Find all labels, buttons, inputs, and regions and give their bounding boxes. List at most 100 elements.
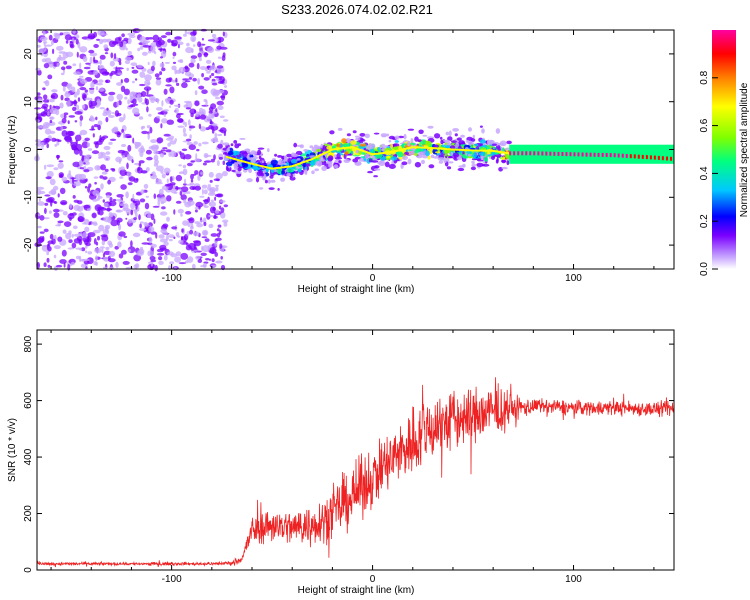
spectrogram-cell: [633, 154, 636, 159]
spectrogram-cell: [201, 89, 208, 94]
spectrogram-cell: [187, 119, 191, 126]
spectrogram-cell: [93, 44, 99, 48]
spectrogram-cell: [670, 156, 672, 161]
spectrogram-cell: [161, 173, 166, 179]
spectrogram-cell: [268, 187, 275, 191]
spectrogram-cell: [333, 164, 339, 169]
spectrogram-cell: [134, 112, 140, 115]
spectrogram-cell: [73, 238, 81, 244]
spectrogram-cell: [162, 231, 169, 235]
spectrogram-cell: [212, 207, 216, 211]
spectrogram-cell: [200, 171, 204, 175]
spectrogram-cell: [216, 45, 222, 50]
spectrogram-cell: [162, 147, 168, 150]
spectrogram-cell: [90, 100, 98, 107]
spectrogram-cell: [183, 133, 188, 137]
spectrogram-cell: [276, 168, 283, 175]
spectrogram-cell: [363, 148, 367, 151]
spectrogram-cell: [165, 234, 169, 241]
spectrogram-cell: [184, 80, 191, 83]
spectrogram-cell: [247, 168, 252, 171]
spectrogram-cell: [106, 107, 109, 111]
spectrogram-cell: [79, 115, 84, 121]
spectrogram-cell: [80, 263, 87, 268]
spectrogram-cell: [198, 123, 202, 130]
spectrogram-cell: [194, 100, 200, 107]
spectrogram-cell: [188, 77, 193, 80]
spectrogram-cell: [211, 37, 219, 44]
spectrogram-cell: [135, 203, 138, 210]
spectrogram-cell: [476, 162, 484, 167]
spectrogram-cell: [185, 47, 193, 54]
spectrogram-cell: [201, 184, 208, 189]
spectrogram-cell: [73, 181, 81, 187]
spectrogram-cell: [160, 123, 163, 129]
spectrogram-cell: [67, 247, 75, 250]
spectrogram-cell: [448, 161, 454, 164]
spectrogram-cell: [112, 57, 120, 62]
spectrogram-cell: [83, 166, 87, 169]
spectrogram-cell: [63, 114, 67, 119]
spectrogram-cell: [123, 88, 130, 96]
spectrogram-cell: [169, 105, 172, 108]
spectrogram-cell: [63, 262, 66, 268]
spectrogram-cell: [130, 209, 134, 216]
spectrogram-cell: [190, 160, 196, 163]
spectrogram-cell: [297, 168, 302, 173]
spectrogram-cell: [190, 179, 194, 183]
spectrogram-cell: [88, 183, 92, 188]
spectrogram-cell: [601, 152, 604, 157]
spectrogram-cell: [120, 166, 125, 171]
spectrogram-cell: [388, 164, 396, 169]
spectrogram-cell: [99, 54, 106, 60]
spectrogram-cell: [42, 87, 46, 91]
snr-plot-area: [37, 330, 674, 570]
spectrogram-cell: [181, 148, 188, 152]
spectrogram-cell: [115, 156, 123, 163]
spectrogram-cell: [407, 140, 411, 147]
spectrogram-cell: [74, 134, 82, 142]
spectrogram-cell: [64, 92, 71, 98]
spectrogram-cell: [295, 150, 303, 156]
spectrogram-cell: [106, 207, 111, 212]
spectrogram-cell: [251, 150, 255, 153]
spectrogram-cell: [92, 190, 100, 196]
spectrogram-cell: [44, 128, 52, 135]
spectrogram-cell: [214, 196, 217, 201]
spectrogram-cell: [192, 186, 195, 190]
spectrogram-cell: [84, 97, 92, 101]
spectrogram-cell: [36, 113, 45, 117]
spectrogram-cell: [211, 128, 215, 134]
spectrogram-cell: [161, 67, 166, 72]
spectrogram-cell: [597, 152, 600, 157]
spectrogram-cell: [468, 127, 472, 132]
spectrogram-cell: [117, 72, 123, 75]
spectrogram-cell: [202, 262, 207, 268]
spectrogram-cell: [82, 56, 88, 62]
spectrogram-cell: [225, 161, 233, 166]
spectrogram-cell: [37, 69, 42, 76]
spectrogram-cell: [148, 113, 152, 117]
spectrogram-cell: [422, 134, 428, 137]
spectrogram-cell: [222, 31, 225, 37]
spectrogram-cell: [86, 142, 91, 148]
spectrogram-cell: [144, 97, 147, 104]
spectrogram-cell: [277, 155, 283, 158]
spectrogram-cell: [471, 163, 477, 168]
spectrogram-cell: [336, 143, 341, 148]
spectrogram-cell: [89, 52, 98, 57]
spectrogram-cell: [194, 221, 200, 225]
spectrogram-cell: [109, 266, 114, 269]
spectrogram-cell: [93, 261, 97, 266]
spectrogram-cell: [355, 137, 361, 141]
spectrogram-cell: [477, 159, 484, 162]
spectrogram-cell: [329, 130, 335, 135]
spectrogram-cell: [454, 133, 458, 137]
spectrogram-cell: [68, 170, 71, 176]
spectrogram-cell: [581, 152, 584, 157]
spectrogram-cell: [46, 164, 55, 168]
spectrogram-cell: [476, 146, 479, 150]
spectrogram-cell: [649, 155, 652, 160]
spectrogram-cell: [73, 199, 80, 203]
spectrogram-cell: [108, 141, 113, 145]
